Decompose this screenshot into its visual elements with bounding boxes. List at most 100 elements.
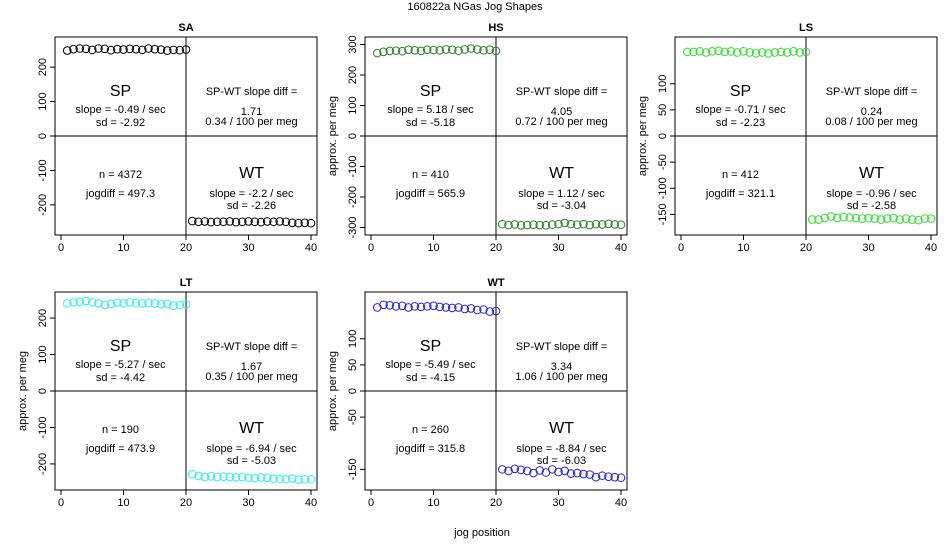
sp-point <box>106 45 116 55</box>
wt-point <box>510 464 520 474</box>
x-tick-label: 0 <box>58 242 64 254</box>
wt-point <box>287 218 297 228</box>
x-tick-label: 40 <box>305 497 317 509</box>
y-tick-label: -200 <box>347 186 359 208</box>
sp-point <box>782 48 792 57</box>
sp-point <box>751 49 761 58</box>
sp-point <box>454 303 463 312</box>
y-tick-label: -200 <box>37 453 49 475</box>
sp-point <box>801 47 811 57</box>
sp-point <box>416 302 426 312</box>
wt-point <box>926 214 936 223</box>
wt-point <box>547 220 557 230</box>
n-count: n = 190 <box>102 424 139 436</box>
y-axis-title: approx. per meg <box>637 96 649 176</box>
wt-slope: slope = -2.2 / sec <box>209 188 294 200</box>
panel-lt: LT 0 10 20 30 40 -200 -100 0 100 200 approx. per me… <box>17 277 318 509</box>
wt-point <box>250 473 260 483</box>
sp-point <box>397 46 407 56</box>
wt-slope: slope = -8.84 / sec <box>516 443 607 455</box>
x-tick-label: 10 <box>117 497 129 509</box>
wt-point <box>616 220 626 230</box>
wt-point <box>820 213 830 223</box>
sp-point <box>454 46 463 55</box>
y-tick-label: 50 <box>657 104 669 116</box>
x-tick-label: 0 <box>368 242 374 254</box>
sp-point <box>131 298 141 308</box>
wt-point <box>572 468 582 478</box>
x-tick-label: 10 <box>117 242 129 254</box>
x-tick-label: 30 <box>242 497 254 509</box>
y-axis-title: approx. per meg <box>327 351 339 431</box>
sp-slope: slope = -0.49 / sec <box>75 104 166 116</box>
slope-diff-title: SP-WT slope diff = <box>206 341 298 353</box>
sp-point <box>460 304 470 314</box>
wt-point <box>591 472 601 482</box>
wt-point <box>597 471 607 480</box>
sp-point <box>435 46 445 55</box>
sp-point <box>87 298 97 307</box>
wt-point <box>870 214 880 223</box>
sp-point <box>137 45 147 55</box>
slope-diff-title: SP-WT slope diff = <box>826 86 918 98</box>
wt-point <box>237 472 247 482</box>
slope-diff-value: 1.67 <box>241 361 262 373</box>
sp-point <box>94 299 103 308</box>
y-tick-label: 100 <box>657 75 669 93</box>
sp-point <box>479 305 488 314</box>
wt-sd: sd = -2.58 <box>847 200 896 212</box>
n-count: n = 412 <box>722 169 759 181</box>
wt-point <box>200 217 210 226</box>
wt-point <box>522 220 532 230</box>
wt-point <box>832 213 842 223</box>
sp-point <box>757 48 767 57</box>
wt-point <box>560 218 570 228</box>
x-tick-label: 0 <box>58 497 64 509</box>
panel-ls: LS 0 10 20 30 40 -150 -100 -50 0 50 100 approx. per … <box>637 22 938 254</box>
slope-diff-value: 3.34 <box>551 361 572 373</box>
sp-point <box>466 44 476 53</box>
wt-label: WT <box>239 420 264 437</box>
wt-point <box>516 465 526 475</box>
wt-point <box>807 215 817 224</box>
panel-title: LT <box>180 277 193 289</box>
y-tick-label: -100 <box>37 159 49 181</box>
y-tick-label: -150 <box>347 458 359 480</box>
wt-sd: sd = -2.26 <box>227 200 276 212</box>
y-tick-label: 100 <box>37 92 49 110</box>
wt-point <box>306 218 316 228</box>
sp-point <box>119 299 128 308</box>
wt-point <box>225 472 235 482</box>
sp-point <box>422 45 432 55</box>
wt-point <box>194 471 203 481</box>
wt-point <box>244 473 253 483</box>
panel-hs: HS 0 10 20 30 40 -300 -200 -100 0 100 200 300 approx.… <box>327 22 628 254</box>
sp-slope: slope = 5.18 / sec <box>387 104 474 116</box>
wt-point <box>907 215 917 224</box>
sp-point <box>379 47 388 57</box>
wt-slope: slope = -0.96 / sec <box>826 188 917 200</box>
wt-point <box>300 474 310 484</box>
n-count: n = 410 <box>412 169 449 181</box>
sp-point <box>150 299 160 308</box>
wt-point <box>194 217 203 227</box>
wt-point <box>504 466 513 476</box>
sp-point <box>162 46 172 55</box>
wt-point <box>510 220 520 229</box>
n-count: n = 4372 <box>99 169 142 181</box>
y-tick-label: -50 <box>657 154 669 170</box>
wt-point <box>294 218 303 228</box>
x-tick-label: 40 <box>925 242 937 254</box>
sp-point <box>385 46 395 56</box>
jogdiff: jogdiff = 497.3 <box>85 188 155 200</box>
sp-label: SP <box>110 83 131 100</box>
sp-label: SP <box>420 83 441 100</box>
sp-point <box>94 44 103 53</box>
wt-point <box>294 475 303 484</box>
sp-point <box>776 47 786 57</box>
sp-point <box>169 301 178 310</box>
x-tick-label: 20 <box>800 242 812 254</box>
sp-point <box>770 48 780 57</box>
slope-diff-value: 1.71 <box>241 106 262 118</box>
y-tick-label: 100 <box>37 345 49 363</box>
